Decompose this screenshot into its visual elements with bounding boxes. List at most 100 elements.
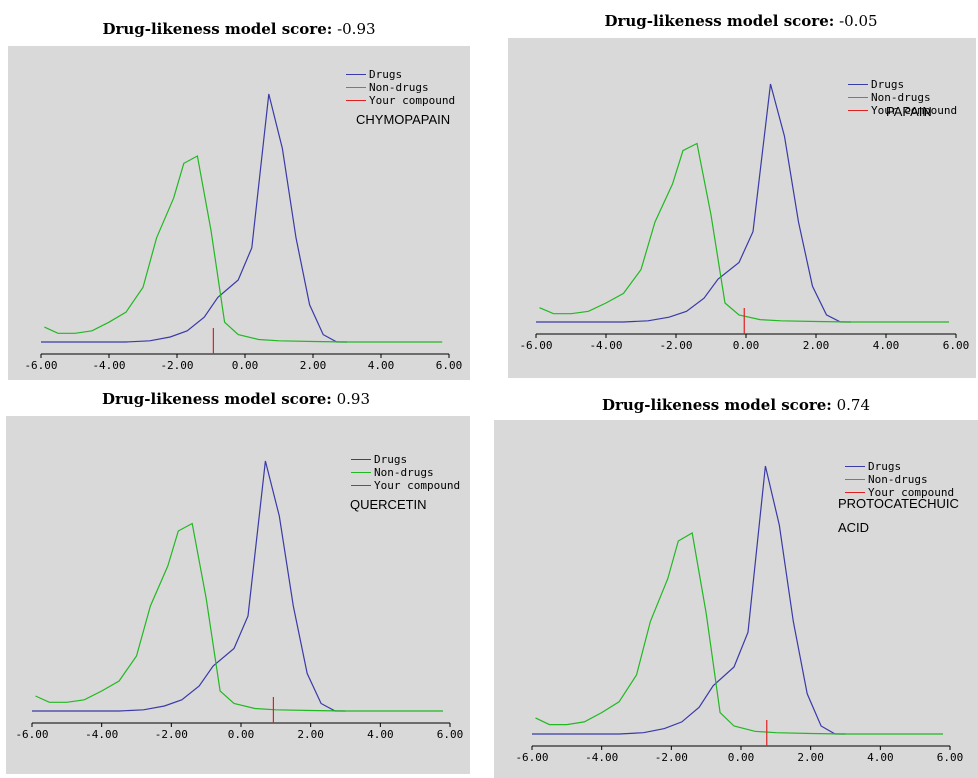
- title-label: Drug-likeness model score:: [601, 396, 832, 414]
- legend-item-drugs: Drugs: [845, 460, 954, 473]
- legend-swatch-drugs: [848, 83, 868, 86]
- score-value: 0.74: [836, 396, 870, 414]
- x-tick-label: -2.00: [160, 359, 193, 372]
- x-tick-label: -6.00: [519, 339, 552, 352]
- compound-name-line: PROTOCATECHUIC: [838, 496, 959, 511]
- x-tick-label: 4.00: [367, 728, 394, 741]
- plot-background: [6, 416, 470, 774]
- compound-name: PROTOCATECHUIC ACID: [838, 492, 959, 540]
- compound-name-line: PAPAIN: [886, 104, 932, 119]
- chart-plot: -6.00 -4.00 -2.00 0.00 2.00 4.00 6.00: [519, 83, 970, 352]
- legend-item-non-drugs: Non-drugs: [848, 91, 957, 104]
- legend-label: Drugs: [369, 68, 403, 81]
- chart-panel-protocatechuic-acid: Drug-likeness model score: 0.74 -6.00 -4.…: [494, 386, 978, 778]
- compound-name-line: ACID: [838, 520, 870, 535]
- legend-swatch-your-compound: [346, 99, 366, 102]
- series-line-non-drugs: [539, 142, 949, 323]
- chart-plot: -6.00 -4.00 -2.00 0.00 2.00 4.00 6.00: [24, 93, 463, 372]
- x-tick-label: 2.00: [300, 359, 327, 372]
- x-tick-label: 0.00: [232, 359, 259, 372]
- legend-item-drugs: Drugs: [351, 453, 460, 466]
- x-tick-label: 0.00: [728, 751, 755, 764]
- chart-title: Drug-likeness model score: 0.74: [494, 396, 978, 414]
- plot-background: [508, 38, 976, 378]
- compound-name: QUERCETIN: [350, 493, 427, 517]
- score-value: -0.93: [337, 20, 376, 38]
- x-tick-label: 4.00: [368, 359, 395, 372]
- x-tick-label: 6.00: [436, 359, 463, 372]
- legend-label: Your compound: [871, 104, 958, 117]
- legend-label: Drugs: [374, 453, 408, 466]
- legend-swatch-non-drugs: [351, 471, 371, 474]
- compound-name-line: QUERCETIN: [350, 497, 427, 512]
- plot-background: [494, 420, 978, 778]
- chart-title: Drug-likeness model score: 0.93: [2, 390, 470, 408]
- legend-label: Your compound: [374, 479, 461, 492]
- x-tick-label: 6.00: [937, 751, 964, 764]
- compound-name-line: CHYMOPAPAIN: [356, 112, 451, 127]
- x-tick-label: -2.00: [659, 339, 692, 352]
- x-tick-label: -6.00: [15, 728, 48, 741]
- x-tick-label: 0.00: [228, 728, 255, 741]
- legend-item-your-compound: Your compound: [351, 479, 460, 492]
- series-line-drugs: [532, 465, 846, 735]
- legend-item-your-compound: Your compound: [848, 104, 957, 117]
- legend-swatch-non-drugs: [845, 478, 865, 481]
- legend-item-non-drugs: Non-drugs: [845, 473, 954, 486]
- x-tick-label: 2.00: [297, 728, 324, 741]
- legend-swatch-drugs: [351, 458, 371, 461]
- legend: Drugs Non-drugs Your compound: [848, 78, 957, 117]
- series-line-non-drugs: [535, 532, 943, 735]
- x-tick-label: -4.00: [85, 728, 118, 741]
- score-value: -0.05: [839, 12, 878, 30]
- compound-name: CHYMOPAPAIN: [356, 108, 450, 132]
- title-label: Drug-likeness model score:: [101, 390, 332, 408]
- x-tick-label: 4.00: [873, 339, 900, 352]
- series-line-non-drugs: [44, 155, 443, 343]
- legend-label: Non-drugs: [871, 91, 931, 104]
- x-tick-label: -4.00: [585, 751, 618, 764]
- x-tick-label: -6.00: [515, 751, 548, 764]
- series-line-drugs: [536, 83, 851, 323]
- legend-swatch-your-compound: [848, 109, 868, 112]
- series-line-drugs: [32, 460, 346, 712]
- chart-title: Drug-likeness model score: -0.05: [506, 12, 976, 30]
- legend-item-non-drugs: Non-drugs: [346, 81, 455, 94]
- plot-background: [8, 46, 470, 380]
- x-tick-label: -6.00: [24, 359, 57, 372]
- legend-item-drugs: Drugs: [346, 68, 455, 81]
- x-tick-label: 4.00: [867, 751, 894, 764]
- legend-item-non-drugs: Non-drugs: [351, 466, 460, 479]
- legend-item-drugs: Drugs: [848, 78, 957, 91]
- legend-label: Your compound: [369, 94, 456, 107]
- chart-plot: -6.00 -4.00 -2.00 0.00 2.00 4.00 6.00: [15, 460, 464, 741]
- title-label: Drug-likeness model score:: [102, 20, 333, 38]
- series-line-non-drugs: [35, 522, 443, 712]
- legend-label: Your compound: [868, 486, 955, 499]
- legend-label: Drugs: [871, 78, 905, 91]
- chart-plot: -6.00 -4.00 -2.00 0.00 2.00 4.00 6.00: [515, 465, 964, 764]
- title-label: Drug-likeness model score:: [604, 12, 835, 30]
- score-value: 0.93: [336, 390, 370, 408]
- compound-name: PAPAIN: [886, 100, 932, 124]
- x-tick-label: -2.00: [155, 728, 188, 741]
- x-tick-label: 6.00: [943, 339, 970, 352]
- chart-panel-quercetin: Drug-likeness model score: 0.93 -6.00 -4.…: [2, 390, 470, 774]
- legend-swatch-non-drugs: [346, 86, 366, 89]
- x-tick-label: -2.00: [655, 751, 688, 764]
- x-tick-label: 2.00: [803, 339, 830, 352]
- legend-label: Non-drugs: [369, 81, 429, 94]
- chart-panel-chymopapain: Drug-likeness model score: -0.93 -6.00 -4…: [8, 20, 470, 380]
- legend-swatch-your-compound: [845, 491, 865, 494]
- legend-label: Drugs: [868, 460, 902, 473]
- legend-label: Non-drugs: [374, 466, 434, 479]
- x-tick-label: 0.00: [733, 339, 760, 352]
- x-tick-label: 2.00: [797, 751, 824, 764]
- legend-swatch-drugs: [346, 73, 366, 76]
- legend: Drugs Non-drugs Your compound: [845, 460, 954, 499]
- series-line-drugs: [41, 93, 347, 343]
- x-tick-label: 6.00: [437, 728, 464, 741]
- legend-item-your-compound: Your compound: [346, 94, 455, 107]
- chart-title: Drug-likeness model score: -0.93: [8, 20, 470, 38]
- legend: Drugs Non-drugs Your compound: [351, 453, 460, 492]
